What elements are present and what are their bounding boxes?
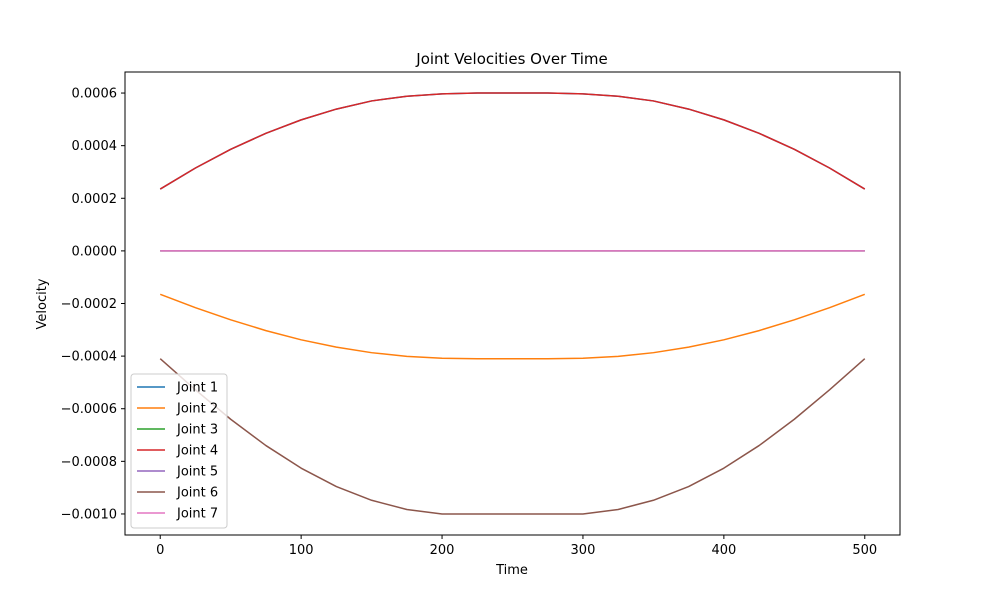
y-tick-label: −0.0004 [61, 350, 117, 365]
x-axis-ticks: 0 100 200 300 400 500 [156, 535, 877, 558]
y-tick-label: 0.0002 [72, 192, 118, 207]
y-tick-label: 0.0000 [72, 244, 118, 259]
legend-label-joint-7: Joint 7 [176, 507, 218, 522]
series-line-joint-4 [159, 92, 866, 190]
legend-label-joint-4: Joint 4 [176, 444, 218, 459]
x-tick-label: 100 [289, 543, 314, 558]
y-tick-label: −0.0002 [61, 297, 117, 312]
legend-label-joint-6: Joint 6 [176, 486, 218, 501]
x-tick-label: 0 [156, 543, 164, 558]
y-tick-label: 0.0006 [72, 87, 118, 102]
legend-label-joint-5: Joint 5 [176, 465, 218, 480]
legend-box [130, 373, 228, 529]
series-line-joint-2 [159, 293, 866, 360]
x-tick-label: 400 [711, 543, 736, 558]
y-tick-label: 0.0004 [72, 139, 118, 154]
legend-label-joint-2: Joint 2 [176, 402, 218, 417]
x-tick-label: 500 [852, 543, 877, 558]
y-tick-label: −0.0010 [61, 507, 117, 522]
x-tick-label: 300 [571, 543, 596, 558]
x-tick-label: 200 [430, 543, 455, 558]
legend-label-joint-3: Joint 3 [176, 423, 218, 438]
y-tick-label: −0.0006 [61, 402, 117, 417]
series-line-joint-6 [159, 358, 866, 515]
plot-lines [159, 92, 866, 515]
legend: Joint 1 Joint 2 Joint 3 Joint 4 Joint 5 Joint… [130, 373, 228, 529]
x-axis-label: Time [495, 563, 528, 578]
legend-label-joint-1: Joint 1 [176, 381, 218, 396]
y-axis-label: Velocity [35, 278, 50, 329]
chart-title: Joint Velocities Over Time [415, 50, 607, 68]
y-tick-label: −0.0008 [61, 455, 117, 470]
y-axis-ticks: −0.0010 −0.0008 −0.0006 −0.0004 −0.0002 0.000… [61, 87, 125, 522]
